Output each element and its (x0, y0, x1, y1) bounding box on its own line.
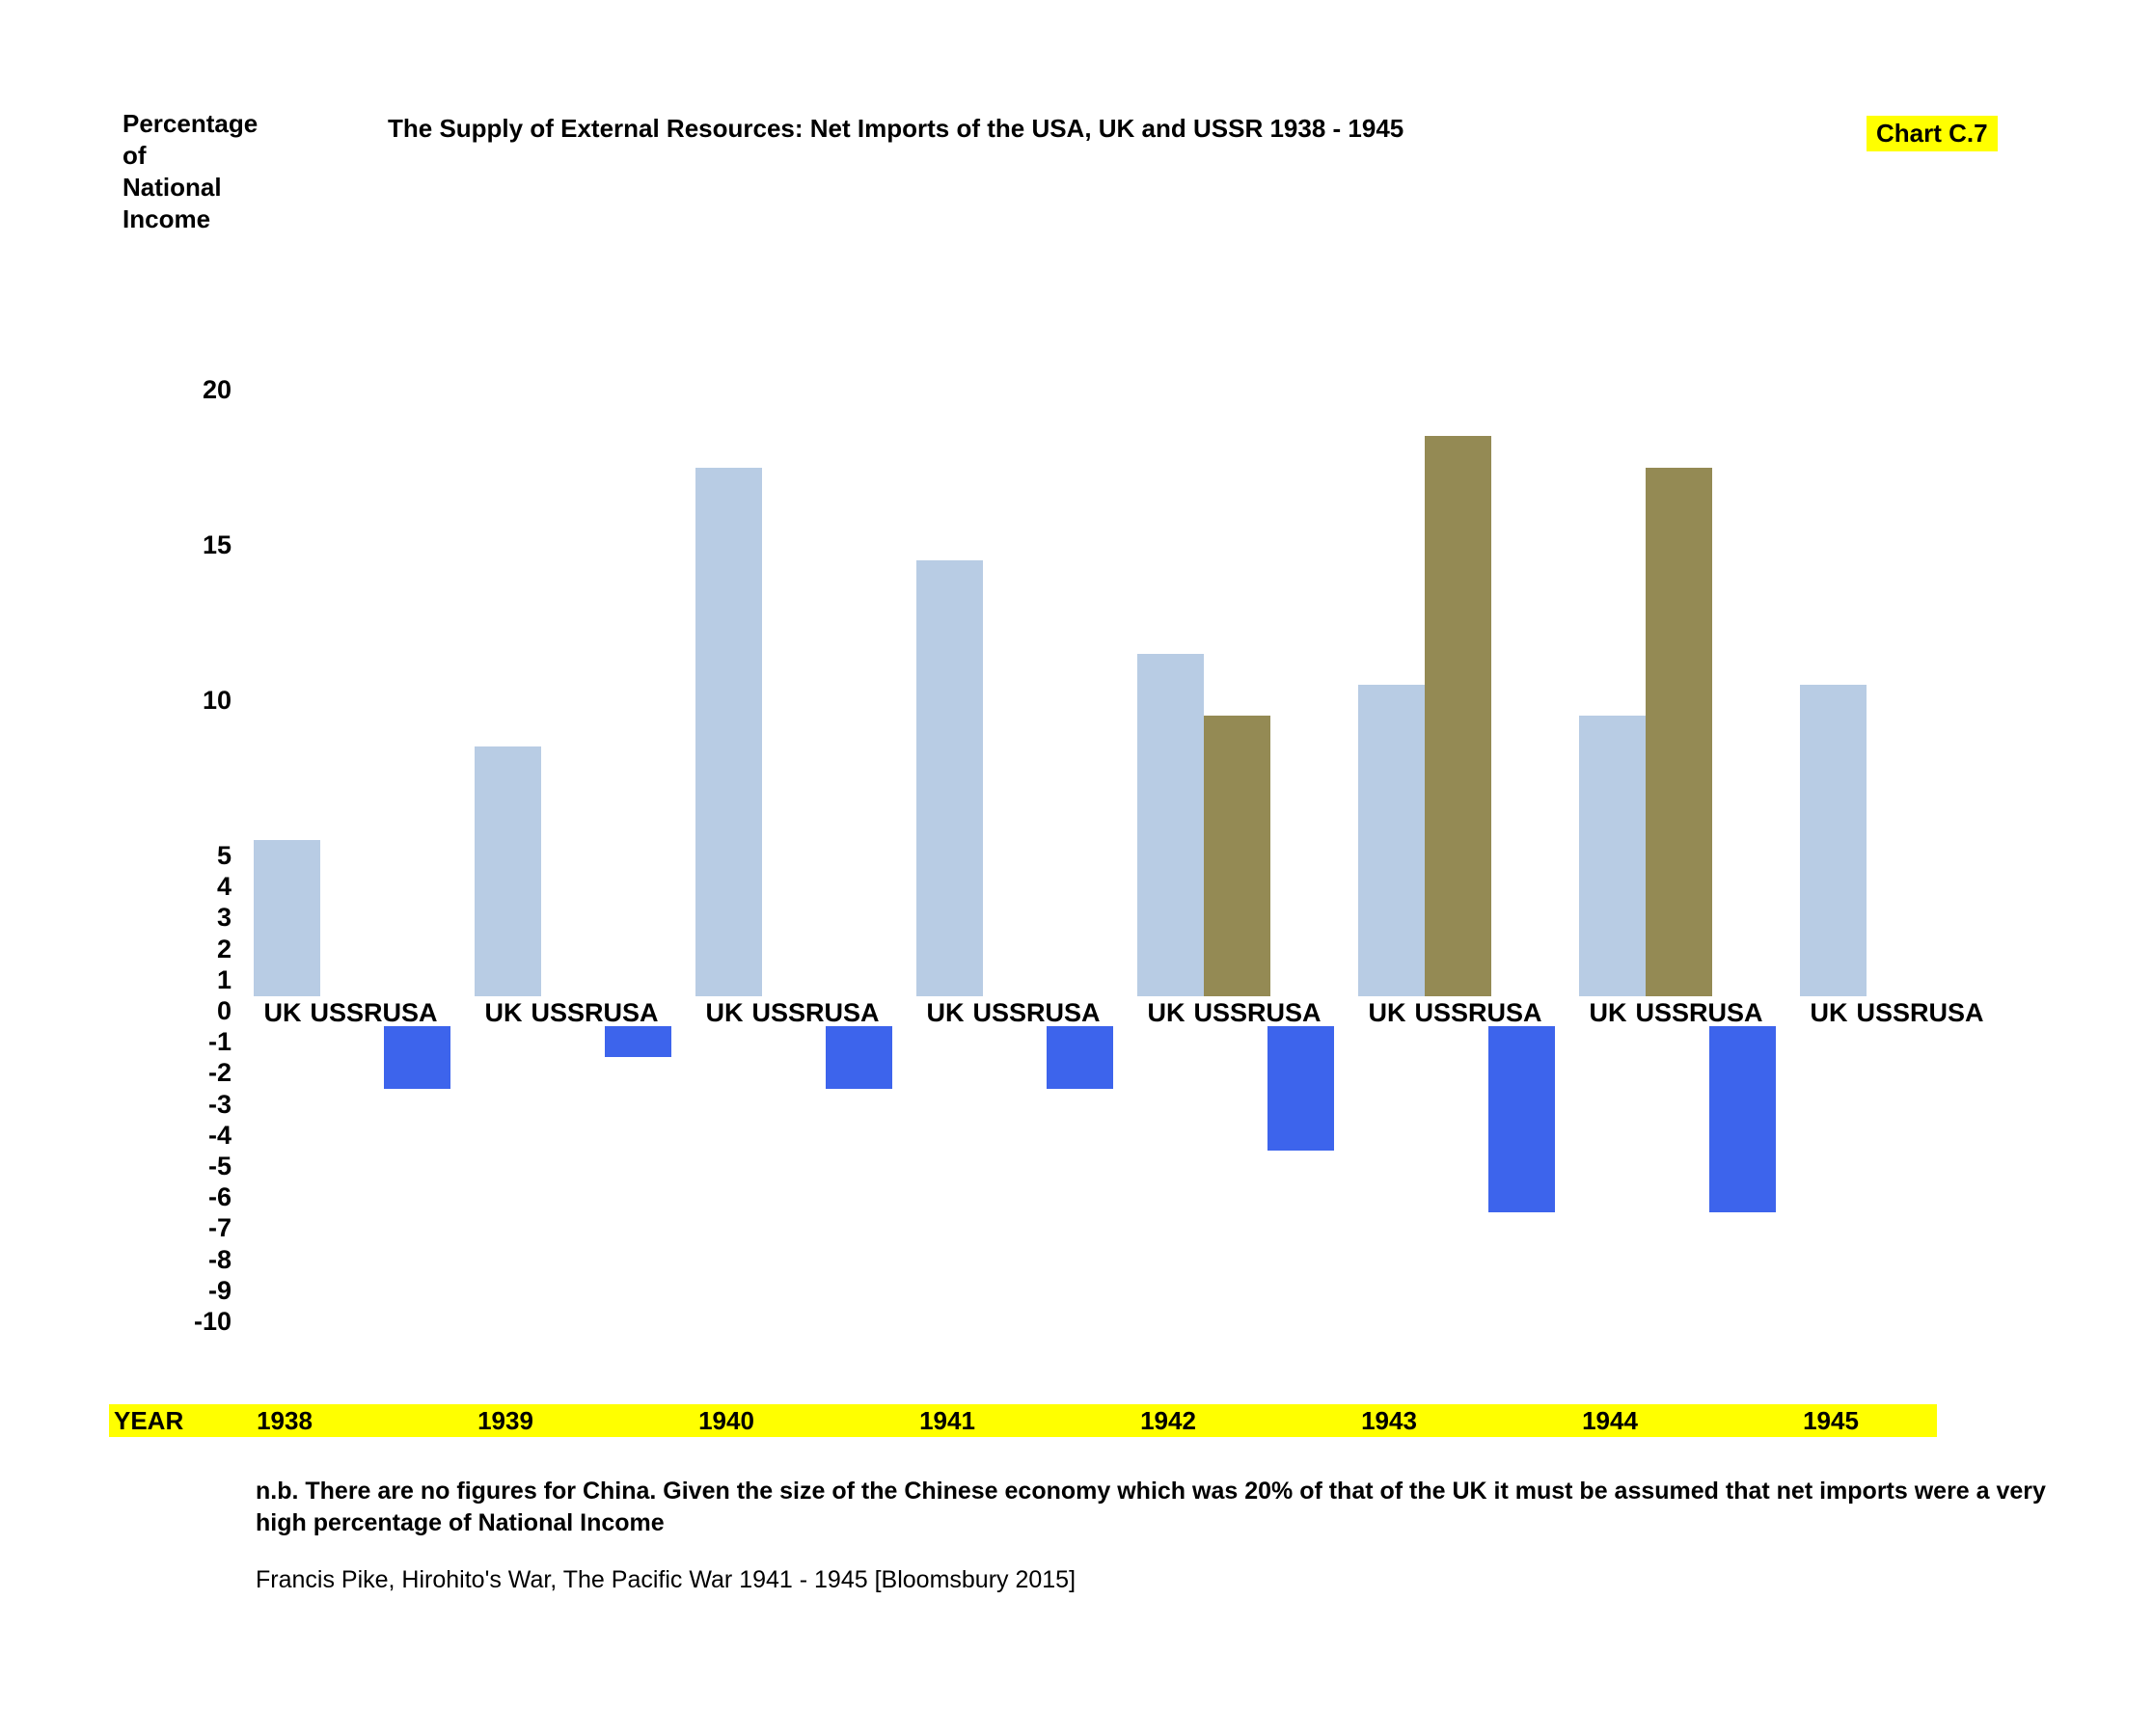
category-label-usa-1945: USA (1928, 998, 1984, 1027)
category-label-uk-1938: UK (263, 998, 302, 1027)
y-tick--4: -4 (207, 1120, 232, 1150)
category-label-uk-1941: UK (926, 998, 965, 1027)
y-tick--9: -9 (207, 1275, 232, 1305)
year-band: YEAR 1938 1939 1940 1941 1942 1943 1944 1945 (109, 1404, 1937, 1437)
y-axis-title-line: Income (123, 204, 211, 233)
y-tick-15: 15 (202, 530, 232, 559)
y-tick--6: -6 (207, 1182, 232, 1212)
y-tick--10: -10 (193, 1307, 232, 1336)
bar-uk-1938 (254, 839, 320, 996)
category-label-uk-1939: UK (484, 998, 523, 1027)
bar-usa-1943 (1488, 1026, 1555, 1213)
category-label-ussr-1939: USSR (531, 998, 604, 1027)
year-label-1944: 1944 (1582, 1406, 1638, 1435)
y-tick-10: 10 (202, 686, 232, 715)
year-label-1945: 1945 (1803, 1406, 1859, 1435)
footnote: n.b. There are no figures for China. Giv… (256, 1476, 2046, 1539)
category-label-usa-1939: USA (603, 998, 659, 1027)
category-label-usa-1938: USA (382, 998, 438, 1027)
footnote-line: high percentage of National Income (256, 1509, 665, 1536)
category-label-ussr-1938: USSR (310, 998, 383, 1027)
category-label-ussr-1942: USSR (1193, 998, 1267, 1027)
bar-usa-1942 (1267, 1026, 1334, 1151)
category-label-ussr-1940: USSR (751, 998, 825, 1027)
y-tick--3: -3 (207, 1089, 232, 1119)
year-label-1942: 1942 (1140, 1406, 1196, 1435)
y-tick-2: 2 (216, 934, 232, 963)
bar-uk-1943 (1358, 684, 1425, 996)
year-band-title: YEAR (114, 1406, 184, 1435)
bar-ussr-1943 (1425, 436, 1491, 996)
category-label-ussr-1944: USSR (1635, 998, 1708, 1027)
bar-usa-1938 (384, 1026, 450, 1089)
category-label-uk-1945: UK (1810, 998, 1848, 1027)
source-citation: Francis Pike, Hirohito's War, The Pacifi… (256, 1566, 1076, 1593)
category-label-uk-1942: UK (1147, 998, 1186, 1027)
category-label-usa-1944: USA (1707, 998, 1763, 1027)
y-axis-title: Percentage of National Income (123, 108, 258, 235)
bar-uk-1939 (475, 746, 541, 996)
bar-ussr-1942 (1204, 716, 1270, 996)
category-label-usa-1943: USA (1486, 998, 1542, 1027)
y-tick-0: 0 (216, 996, 232, 1025)
category-label-uk-1944: UK (1589, 998, 1627, 1027)
category-label-ussr-1941: USSR (972, 998, 1046, 1027)
y-tick-4: 4 (216, 872, 232, 902)
bar-usa-1941 (1047, 1026, 1113, 1089)
category-label-ussr-1943: USSR (1414, 998, 1487, 1027)
bar-usa-1939 (605, 1026, 671, 1058)
bar-uk-1944 (1579, 716, 1646, 996)
y-tick--1: -1 (207, 1027, 232, 1057)
year-label-1938: 1938 (257, 1406, 313, 1435)
year-label-1940: 1940 (698, 1406, 754, 1435)
bar-uk-1941 (916, 560, 983, 996)
chart-reference-badge: Chart C.7 (1867, 116, 1998, 151)
y-tick-5: 5 (216, 841, 232, 870)
y-tick--5: -5 (207, 1152, 232, 1180)
y-tick-20: 20 (202, 375, 232, 404)
year-label-1939: 1939 (477, 1406, 533, 1435)
bar-uk-1945 (1800, 684, 1867, 996)
bar-uk-1942 (1137, 653, 1204, 996)
y-tick--2: -2 (207, 1058, 232, 1088)
category-label-uk-1940: UK (705, 998, 744, 1027)
y-tick--8: -8 (207, 1244, 232, 1274)
chart-title: The Supply of External Resources: Net Im… (388, 114, 1404, 143)
y-tick-1: 1 (216, 964, 232, 994)
y-axis-title-line: National (123, 173, 222, 202)
bar-usa-1944 (1709, 1026, 1776, 1213)
y-tick-3: 3 (216, 903, 232, 933)
year-label-1943: 1943 (1361, 1406, 1417, 1435)
category-label-usa-1940: USA (824, 998, 880, 1027)
bar-ussr-1944 (1646, 467, 1712, 996)
y-axis-title-line: Percentage (123, 109, 259, 138)
category-label-usa-1942: USA (1266, 998, 1322, 1027)
category-label-usa-1941: USA (1045, 998, 1101, 1027)
bar-usa-1940 (826, 1026, 892, 1089)
year-label-1941: 1941 (919, 1406, 975, 1435)
footnote-line: n.b. There are no figures for China. Giv… (256, 1478, 2046, 1505)
y-tick--7: -7 (207, 1213, 232, 1243)
y-axis-title-line: of (123, 141, 147, 170)
bar-uk-1940 (695, 467, 762, 996)
category-label-uk-1943: UK (1368, 998, 1406, 1027)
category-label-ussr-1945: USSR (1856, 998, 1929, 1027)
